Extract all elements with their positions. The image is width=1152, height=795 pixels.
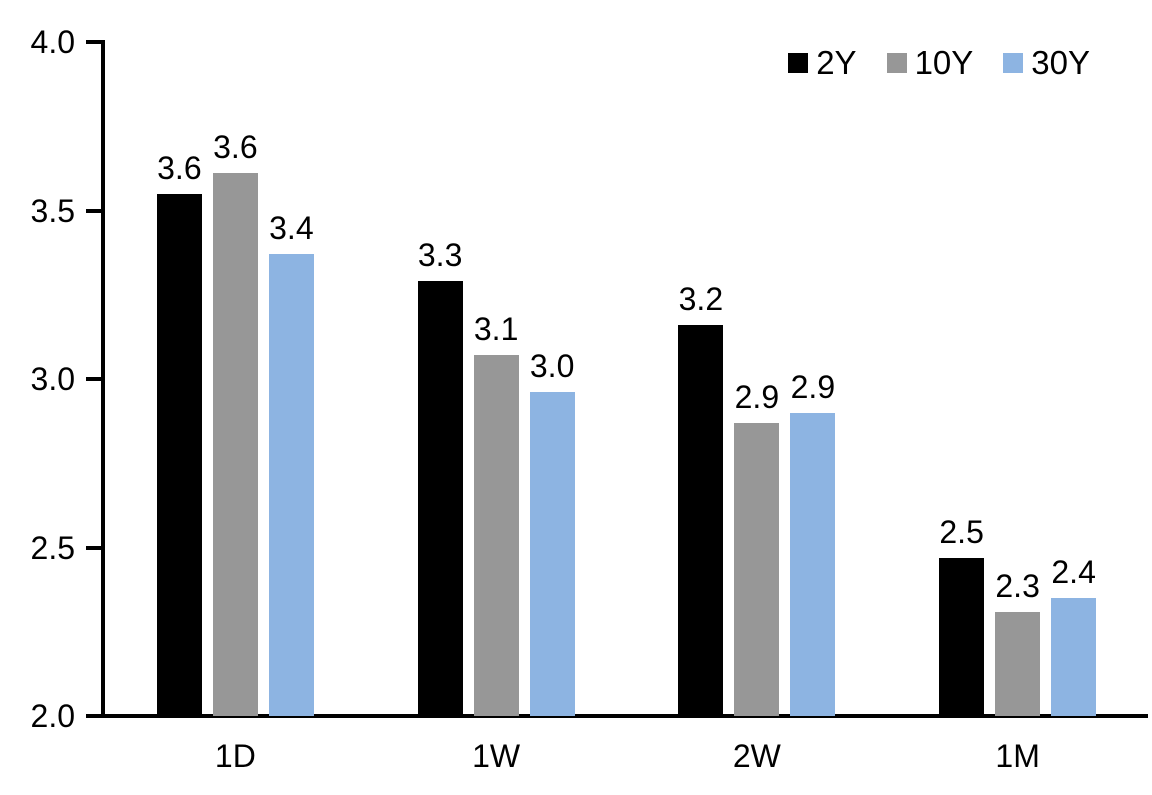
bar-value-label: 3.4: [269, 210, 314, 247]
bar-value-label: 2.9: [790, 368, 836, 405]
legend-item-10y: 10Y: [886, 44, 974, 81]
legend-swatch-icon: [886, 52, 907, 73]
x-category-label: 1W: [472, 738, 521, 774]
bar-2y-1d: 3.6: [156, 152, 202, 716]
bar-group-1w: 3.3 3.1 3.0: [366, 42, 627, 716]
x-category-label: 1M: [995, 738, 1040, 774]
y-tick-label: 4.0: [30, 24, 75, 60]
bar-value-label: 3.1: [473, 311, 519, 348]
bar-30y-2w: 2.9: [790, 371, 836, 716]
legend-label: 2Y: [816, 44, 857, 81]
x-category-label: 2W: [732, 738, 781, 774]
legend: 2Y 10Y 30Y: [788, 46, 1090, 79]
y-tick-label: 2.5: [30, 529, 75, 566]
bar-30y-1d: 3.4: [268, 212, 314, 716]
legend-item-30y: 30Y: [1003, 46, 1090, 79]
bar-group-2w: 3.2 2.9 2.9: [627, 42, 888, 716]
bar-group-1m: 2.5 2.3 2.4: [887, 42, 1148, 716]
bar-value-label: 3.0: [529, 348, 575, 385]
bar-value-label: 2.9: [734, 378, 780, 415]
bar-10y-2w: 2.9: [734, 381, 780, 716]
legend-label: 10Y: [914, 44, 974, 81]
bar-group-1d: 3.6 3.6 3.4: [105, 42, 366, 716]
bar-2y-2w: 3.2: [678, 283, 724, 716]
plot-area: 3.6 3.6 3.4 3.3 3.1 3.0 3.2 2.9 2.9 2.5 2.3 2.4: [105, 42, 1148, 716]
y-tick-mark: [86, 545, 101, 550]
x-axis-labels: 1D 1W 2W 1M: [105, 738, 1148, 775]
bar-value-label: 3.6: [157, 149, 202, 186]
y-tick-label: 3.5: [30, 192, 75, 229]
legend-label: 30Y: [1031, 44, 1090, 81]
x-category-label: 1D: [214, 738, 256, 774]
bar-2y-1w: 3.3: [417, 239, 463, 716]
bar-value-label: 2.4: [1051, 554, 1096, 591]
y-tick-mark: [86, 40, 101, 44]
bar-value-label: 3.3: [417, 237, 463, 274]
bar-10y-1w: 3.1: [473, 313, 519, 716]
bar-10y-1m: 2.3: [995, 570, 1041, 716]
bar-30y-1m: 2.4: [1051, 556, 1097, 716]
bar-value-label: 3.6: [213, 129, 258, 166]
y-tick-mark: [86, 208, 101, 213]
x-axis-line: [86, 714, 1148, 718]
bar-value-label: 3.2: [678, 281, 724, 318]
legend-swatch-icon: [788, 52, 809, 73]
bar-value-label: 2.3: [995, 567, 1040, 604]
y-axis-line: [101, 40, 105, 718]
legend-swatch-icon: [1003, 52, 1024, 73]
legend-item-2y: 2Y: [788, 44, 857, 81]
y-tick-label: 2.0: [30, 698, 75, 734]
bar-2y-1m: 2.5: [939, 516, 985, 716]
bar-10y-1d: 3.6: [212, 131, 258, 716]
bar-30y-1w: 3.0: [529, 350, 575, 716]
y-tick-label: 3.0: [30, 361, 75, 397]
y-tick-mark: [86, 377, 101, 381]
bar-value-label: 2.5: [939, 513, 984, 550]
